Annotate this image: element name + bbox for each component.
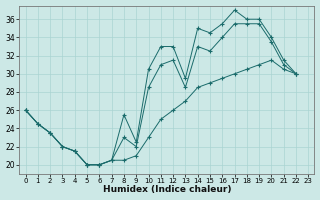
X-axis label: Humidex (Indice chaleur): Humidex (Indice chaleur) bbox=[103, 185, 231, 194]
